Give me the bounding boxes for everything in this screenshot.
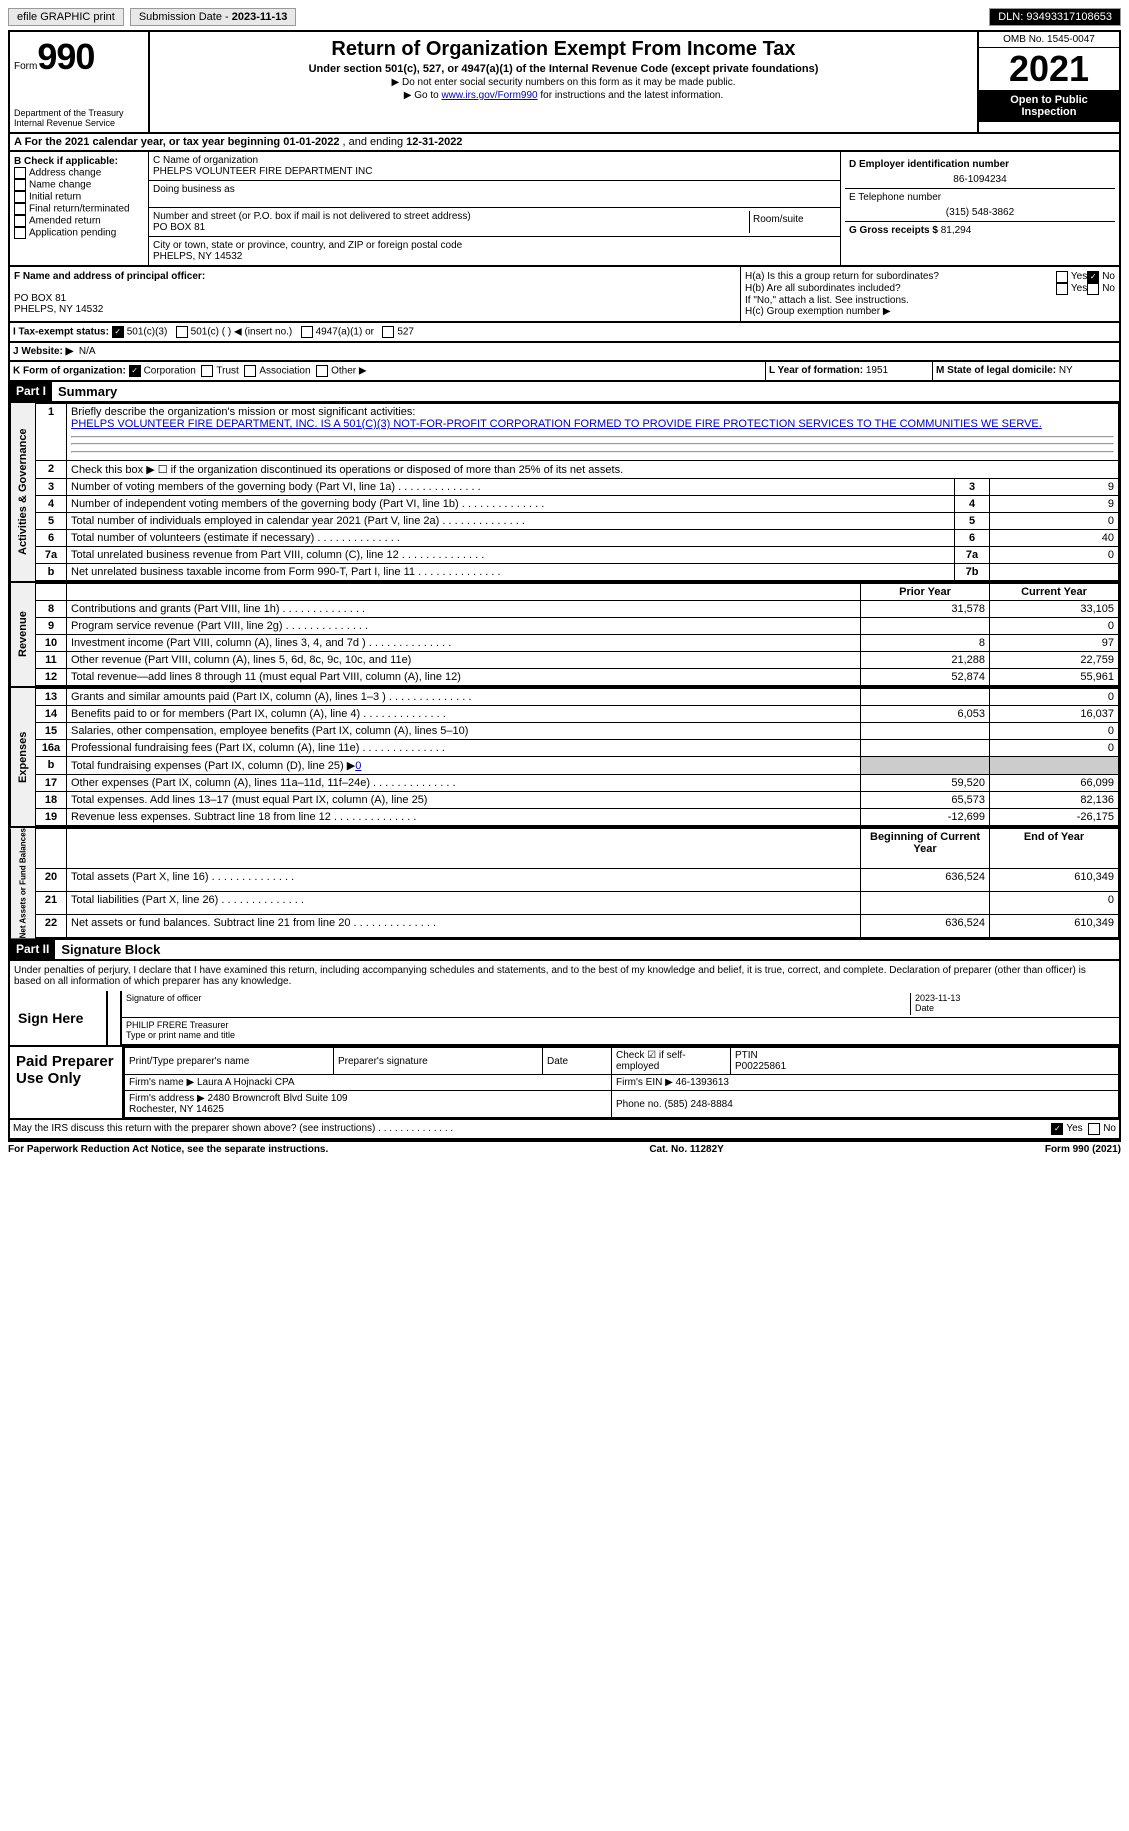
chk-501c3[interactable]: [112, 326, 124, 338]
ptin: P00225861: [735, 1061, 786, 1072]
gross-receipts: 81,294: [941, 225, 972, 236]
form-header: Form990 Department of the Treasury Inter…: [8, 30, 1121, 132]
signature-block: Under penalties of perjury, I declare th…: [8, 959, 1121, 1045]
f-header: F Name and address of principal officer:: [14, 271, 205, 282]
column-b: B Check if applicable: Address change Na…: [10, 152, 149, 265]
line-j: J Website: ▶ N/A: [8, 341, 1121, 360]
year-formation: 1951: [866, 365, 888, 376]
dln: DLN: 93493317108653: [989, 8, 1121, 26]
section-fh: F Name and address of principal officer:…: [8, 265, 1121, 321]
val-7a: 0: [990, 547, 1119, 564]
discuss-row: May the IRS discuss this return with the…: [8, 1120, 1121, 1140]
chk-address[interactable]: [14, 167, 26, 179]
form-number: 990: [37, 36, 94, 77]
irs-link[interactable]: www.irs.gov/Form990: [441, 90, 537, 101]
omb-number: OMB No. 1545-0047: [979, 32, 1119, 48]
chk-discuss-yes[interactable]: [1051, 1123, 1063, 1135]
column-c: C Name of organizationPHELPS VOLUNTEER F…: [149, 152, 840, 265]
instr-link: ▶ Go to www.irs.gov/Form990 for instruct…: [154, 90, 973, 101]
column-d: D Employer identification number86-10942…: [840, 152, 1119, 265]
chk-name[interactable]: [14, 179, 26, 191]
net-assets-section: Net Assets or Fund Balances Beginning of…: [8, 826, 1121, 938]
paid-preparer: Paid Preparer Use Only Print/Type prepar…: [8, 1045, 1121, 1120]
part2-header: Part II Signature Block: [8, 938, 1121, 959]
h-a: H(a) Is this a group return for subordin…: [745, 271, 1056, 283]
chk-initial[interactable]: [14, 191, 26, 203]
val-5: 0: [990, 513, 1119, 530]
h-c: H(c) Group exemption number ▶: [745, 306, 1115, 317]
firm-phone: (585) 248-8884: [664, 1099, 732, 1110]
org-city: PHELPS, NY 14532: [153, 251, 242, 262]
chk-trust[interactable]: [201, 365, 213, 377]
state-domicile: NY: [1059, 365, 1073, 376]
signature-label: Signature of officer: [126, 993, 910, 1015]
chk-assoc[interactable]: [244, 365, 256, 377]
mission-text: PHELPS VOLUNTEER FIRE DEPARTMENT, INC. I…: [71, 418, 1042, 430]
submission-date: Submission Date - 2023-11-13: [130, 8, 297, 26]
perjury-declaration: Under penalties of perjury, I declare th…: [10, 961, 1119, 991]
chk-other[interactable]: [316, 365, 328, 377]
part1-header: Part I Summary: [8, 380, 1121, 401]
h-b: H(b) Are all subordinates included?: [745, 283, 1056, 295]
top-bar: efile GRAPHIC print Submission Date - 20…: [8, 8, 1121, 26]
val-7b: [990, 564, 1119, 581]
sign-date: 2023-11-13: [915, 993, 960, 1003]
chk-final[interactable]: [14, 203, 26, 215]
line-i: I Tax-exempt status: 501(c)(3) 501(c) ( …: [8, 321, 1121, 341]
firm-name: Laura A Hojnacki CPA: [197, 1077, 295, 1088]
chk-ha-yes[interactable]: [1056, 271, 1068, 283]
officer-address: PO BOX 81 PHELPS, NY 14532: [14, 293, 103, 315]
chk-amended[interactable]: [14, 215, 26, 227]
expenses-section: Expenses 13Grants and similar amounts pa…: [8, 686, 1121, 826]
line-klm: K Form of organization: Corporation Trus…: [8, 360, 1121, 380]
chk-ha-no[interactable]: [1087, 271, 1099, 283]
vert-na: Net Assets or Fund Balances: [10, 828, 35, 938]
dept-treasury: Department of the Treasury Internal Reve…: [14, 108, 144, 128]
vert-rev: Revenue: [10, 583, 35, 686]
chk-discuss-no[interactable]: [1088, 1123, 1100, 1135]
val-4: 9: [990, 496, 1119, 513]
chk-corp[interactable]: [129, 365, 141, 377]
revenue-section: Revenue Prior YearCurrent Year 8Contribu…: [8, 581, 1121, 686]
line-a: A For the 2021 calendar year, or tax yea…: [8, 132, 1121, 150]
officer-name: PHILIP FRERE Treasurer: [126, 1020, 228, 1030]
website: N/A: [79, 346, 96, 357]
org-address: PO BOX 81: [153, 222, 205, 233]
telephone: (315) 548-3862: [849, 203, 1111, 218]
firm-ein: 46-1393613: [676, 1077, 729, 1088]
vert-ag: Activities & Governance: [10, 403, 35, 581]
val-3: 9: [990, 479, 1119, 496]
form-label: Form: [14, 61, 37, 72]
vert-exp: Expenses: [10, 688, 35, 826]
open-to-public: Open to Public Inspection: [979, 90, 1119, 122]
sign-here-label: Sign Here: [10, 991, 106, 1045]
chk-4947[interactable]: [301, 326, 313, 338]
chk-hb-no[interactable]: [1087, 283, 1099, 295]
org-name: PHELPS VOLUNTEER FIRE DEPARTMENT INC: [153, 166, 373, 177]
chk-pending[interactable]: [14, 227, 26, 239]
chk-hb-yes[interactable]: [1056, 283, 1068, 295]
chk-501c[interactable]: [176, 326, 188, 338]
page-footer: For Paperwork Reduction Act Notice, see …: [8, 1140, 1121, 1155]
ein: 86-1094234: [849, 170, 1111, 185]
section-bcd: B Check if applicable: Address change Na…: [8, 150, 1121, 265]
instr-ssn: ▶ Do not enter social security numbers o…: [154, 77, 973, 88]
activities-governance: Activities & Governance 1Briefly describ…: [8, 401, 1121, 581]
efile-button[interactable]: efile GRAPHIC print: [8, 8, 124, 26]
subtitle: Under section 501(c), 527, or 4947(a)(1)…: [154, 63, 973, 75]
chk-527[interactable]: [382, 326, 394, 338]
tax-year: 2021: [979, 48, 1119, 90]
b-header: B Check if applicable:: [14, 156, 118, 167]
val-6: 40: [990, 530, 1119, 547]
form-title: Return of Organization Exempt From Incom…: [154, 38, 973, 61]
